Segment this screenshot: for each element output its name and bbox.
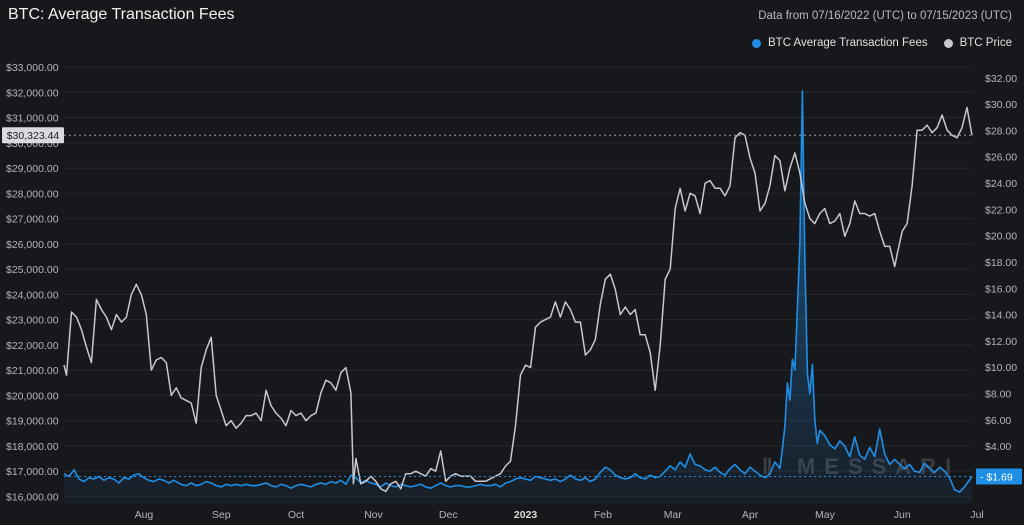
- right-axis-tick-label: $22.00: [985, 204, 1017, 216]
- x-axis-tick-label: Jul: [970, 509, 983, 521]
- right-axis-tick-label: $6.00: [985, 415, 1011, 427]
- left-axis-tick-label: $23,000.00: [6, 315, 59, 327]
- left-axis-tick-label: $24,000.00: [6, 289, 59, 301]
- right-axis-tick-label: $26.00: [985, 152, 1017, 164]
- right-axis-tick-label: $20.00: [985, 231, 1017, 243]
- right-axis-tick-label: $12.00: [985, 336, 1017, 348]
- right-axis-tick-label: $18.00: [985, 257, 1017, 269]
- left-axis-tick-label: $28,000.00: [6, 188, 59, 200]
- left-axis-tick-label: $29,000.00: [6, 163, 59, 175]
- right-axis-tick-label: $8.00: [985, 389, 1011, 401]
- legend: BTC Average Transaction Fees BTC Price: [752, 37, 1012, 49]
- x-axis-tick-label: Sep: [212, 509, 231, 521]
- x-axis-tick-label: Nov: [364, 509, 383, 521]
- left-axis-tick-label: $33,000.00: [6, 62, 59, 74]
- legend-price-marker: [943, 38, 953, 48]
- x-axis-tick-label: Aug: [135, 509, 154, 521]
- right-axis-tick-label: $32.00: [985, 73, 1017, 85]
- x-axis-tick-label: Mar: [664, 509, 683, 521]
- legend-fees-marker: [752, 38, 761, 48]
- legend-item-fees[interactable]: BTC Average Transaction Fees: [752, 37, 928, 49]
- left-axis-tick-label: $18,000.00: [6, 441, 59, 453]
- left-axis-tick-label: $22,000.00: [6, 340, 59, 352]
- left-axis-tick-label: $27,000.00: [6, 214, 59, 226]
- x-axis-tick-label: Oct: [288, 509, 304, 521]
- left-axis-tick-label: $16,000.00: [6, 491, 59, 503]
- left-axis-tick-label: $17,000.00: [6, 466, 59, 478]
- left-axis-tick-label: $20,000.00: [6, 390, 59, 402]
- right-axis-tick-label: $10.00: [985, 362, 1017, 374]
- left-axis-tick-label: $26,000.00: [6, 239, 59, 251]
- x-axis-tick-label: Apr: [742, 509, 759, 521]
- price-series-line: [63, 106, 973, 493]
- left-axis-tick-label: $21,000.00: [6, 365, 59, 377]
- fees-current-flag: [976, 468, 1022, 485]
- x-axis-tick-label: 2023: [514, 509, 538, 521]
- x-axis-tick-label: Feb: [594, 509, 612, 521]
- x-axis-tick-label: Jun: [894, 509, 911, 521]
- price-current-flag: [2, 127, 64, 144]
- right-axis-tick-label: $28.00: [985, 125, 1017, 137]
- right-axis-tick-label: $30.00: [985, 99, 1017, 111]
- fees-area: [64, 90, 972, 505]
- fees-series-line: [63, 90, 973, 493]
- price-current-flag-text: $30,323.44: [7, 130, 60, 142]
- x-axis-tick-label: May: [815, 509, 836, 521]
- right-axis-tick-label: $24.00: [985, 178, 1017, 190]
- left-axis-tick-label: $31,000.00: [6, 113, 59, 125]
- legend-price-label: BTC Price: [959, 37, 1012, 49]
- left-axis-tick-label: $25,000.00: [6, 264, 59, 276]
- left-axis-tick-label: $32,000.00: [6, 87, 59, 99]
- chart-title: BTC: Average Transaction Fees: [8, 6, 235, 23]
- x-axis-tick-label: Dec: [439, 509, 458, 521]
- legend-item-price[interactable]: BTC Price: [943, 37, 1012, 49]
- date-range-label: Data from 07/16/2022 (UTC) to 07/15/2023…: [758, 10, 1012, 22]
- left-axis-tick-label: $19,000.00: [6, 416, 59, 428]
- right-axis-tick-label: $4.00: [985, 441, 1011, 453]
- legend-fees-label: BTC Average Transaction Fees: [768, 37, 928, 49]
- right-axis-tick-label: $14.00: [985, 310, 1017, 322]
- fees-current-flag-text: - $1.69: [980, 472, 1013, 484]
- right-axis-tick-label: $16.00: [985, 283, 1017, 295]
